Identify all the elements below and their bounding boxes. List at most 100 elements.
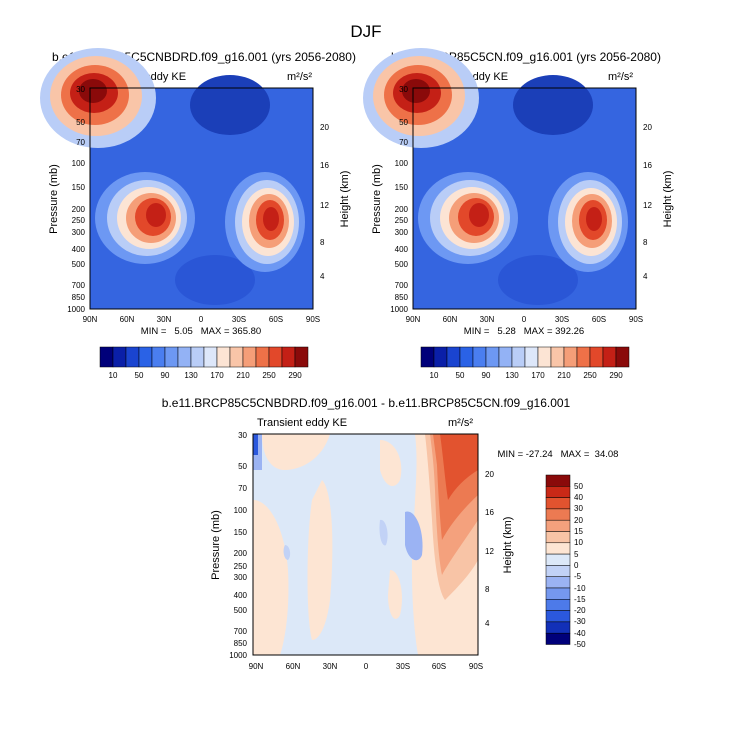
panel-2-frame <box>412 87 637 310</box>
colorbar-swatch <box>294 346 309 368</box>
colorbar-swatch <box>255 346 270 368</box>
cb-label: 50 <box>135 371 144 380</box>
panel-3-xticks: 90N 60N 30N 0 30S 60S 90S <box>249 662 483 671</box>
cb-label: -10 <box>574 584 586 593</box>
colorbar-swatch <box>229 346 244 368</box>
cb-label: 210 <box>236 371 250 380</box>
colorbar-swatch <box>420 346 435 368</box>
cb-label: 5 <box>574 550 579 559</box>
y-tick-label: 100 <box>72 159 86 168</box>
panel-2-plot <box>363 48 637 310</box>
y-tick-label: 500 <box>234 606 248 615</box>
panel-3-units: m²/s² <box>448 417 473 429</box>
colorbar-swatch <box>545 486 571 498</box>
y-tick-label: 100 <box>395 159 409 168</box>
cb-label: 170 <box>531 371 545 380</box>
y-tick-label: 300 <box>72 228 86 237</box>
y-tick-label: 100 <box>234 506 248 515</box>
panel-1-yticks-right: 20 16 12 8 4 <box>320 123 329 281</box>
panel-3-ylabel: Pressure (mb) <box>210 510 222 580</box>
y-right-tick-label: 20 <box>643 123 652 132</box>
y-right-tick-label: 12 <box>643 201 652 210</box>
panel-2-colorbar-swatches <box>420 346 630 368</box>
cb-label: 50 <box>574 482 583 491</box>
colorbar-swatch <box>203 346 218 368</box>
cb-label: 250 <box>583 371 597 380</box>
colorbar-swatch <box>177 346 192 368</box>
panel-3-negative-region <box>405 511 423 561</box>
panel-2-jet-nh <box>469 203 489 227</box>
cb-label: 50 <box>456 371 465 380</box>
colorbar-swatch <box>151 346 166 368</box>
cb-label: 250 <box>262 371 276 380</box>
panel-1-plot <box>40 48 314 310</box>
y-right-tick-label: 4 <box>320 272 325 281</box>
panel-3-positive-region <box>253 500 289 655</box>
cb-label: 40 <box>574 493 583 502</box>
x-tick-label: 90S <box>629 315 643 324</box>
y-right-tick-label: 8 <box>643 238 648 247</box>
y-tick-label: 250 <box>72 216 86 225</box>
panel-3-negative-region <box>253 434 258 455</box>
colorbar-swatch <box>190 346 205 368</box>
panel-3-ylabel-right: Height (km) <box>502 517 514 574</box>
colorbar-swatch <box>589 346 604 368</box>
y-right-tick-label: 8 <box>485 585 490 594</box>
y-right-tick-label: 20 <box>485 470 494 479</box>
y-tick-label: 50 <box>238 462 247 471</box>
cb-label: -5 <box>574 572 582 581</box>
x-tick-label: 90S <box>306 315 320 324</box>
y-tick-label: 400 <box>72 245 86 254</box>
y-tick-label: 70 <box>238 484 247 493</box>
panel-3-positive-region <box>388 570 402 619</box>
colorbar-swatch <box>242 346 257 368</box>
panel-2-yticks: 30 50 70 100 150 200 250 300 400 500 700… <box>390 85 408 314</box>
x-tick-label: 90N <box>83 315 98 324</box>
y-tick-label: 150 <box>234 528 248 537</box>
panel-3-frame <box>252 433 479 656</box>
panel-2-stats: MIN = 5.28 MAX = 392.26 <box>464 326 584 337</box>
x-tick-label: 90N <box>406 315 421 324</box>
cb-label: 90 <box>482 371 491 380</box>
y-tick-label: 850 <box>72 293 86 302</box>
y-tick-label: 200 <box>395 205 409 214</box>
cb-label: 290 <box>288 371 302 380</box>
x-tick-label: 60S <box>432 662 446 671</box>
y-tick-label: 500 <box>72 260 86 269</box>
y-tick-label: 70 <box>76 138 85 147</box>
y-tick-label: 700 <box>234 627 248 636</box>
panel-3-yticks: 30 50 70 100 150 200 250 300 400 500 700… <box>229 431 247 660</box>
panel-2-ylabel: Pressure (mb) <box>371 164 383 234</box>
panel-1-jet-nh-upper <box>79 79 107 103</box>
panel-1-ylabel-right: Height (km) <box>339 171 351 228</box>
panel-3-plot <box>252 433 479 656</box>
y-tick-label: 30 <box>76 85 85 94</box>
panel-2-jet-nh-upper <box>402 79 430 103</box>
cb-label: -50 <box>574 640 586 649</box>
x-tick-label: 90N <box>249 662 264 671</box>
panel-3-title: b.e11.BRCP85C5CNBDRD.f09_g16.001 - b.e11… <box>162 396 571 410</box>
y-right-tick-label: 20 <box>320 123 329 132</box>
y-tick-label: 700 <box>395 281 409 290</box>
colorbar-swatch <box>433 346 448 368</box>
x-tick-label: 60S <box>592 315 606 324</box>
cb-label: 210 <box>557 371 571 380</box>
colorbar-swatch <box>485 346 500 368</box>
colorbar-swatch <box>498 346 513 368</box>
x-tick-label: 30S <box>232 315 246 324</box>
cb-label: 130 <box>505 371 519 380</box>
panel-3-positive-region <box>380 440 402 486</box>
y-right-tick-label: 4 <box>643 272 648 281</box>
panel-3-positive-region <box>307 480 333 640</box>
panel-3-subtitle: Transient eddy KE <box>257 417 347 429</box>
y-tick-label: 50 <box>399 118 408 127</box>
panel-2-xticks: 90N 60N 30N 0 30S 60S 90S <box>406 315 643 324</box>
y-tick-label: 300 <box>234 573 248 582</box>
panel-1-stats: MIN = 5.05 MAX = 365.80 <box>141 326 261 337</box>
panel-3-stats: MIN = -27.24 MAX = 34.08 <box>498 449 619 460</box>
colorbar-swatch <box>446 346 461 368</box>
panel-1-frame <box>89 87 314 310</box>
y-tick-label: 850 <box>234 639 248 648</box>
panel-3: b.e11.BRCP85C5CNBDRD.f09_g16.001 - b.e11… <box>162 396 619 671</box>
